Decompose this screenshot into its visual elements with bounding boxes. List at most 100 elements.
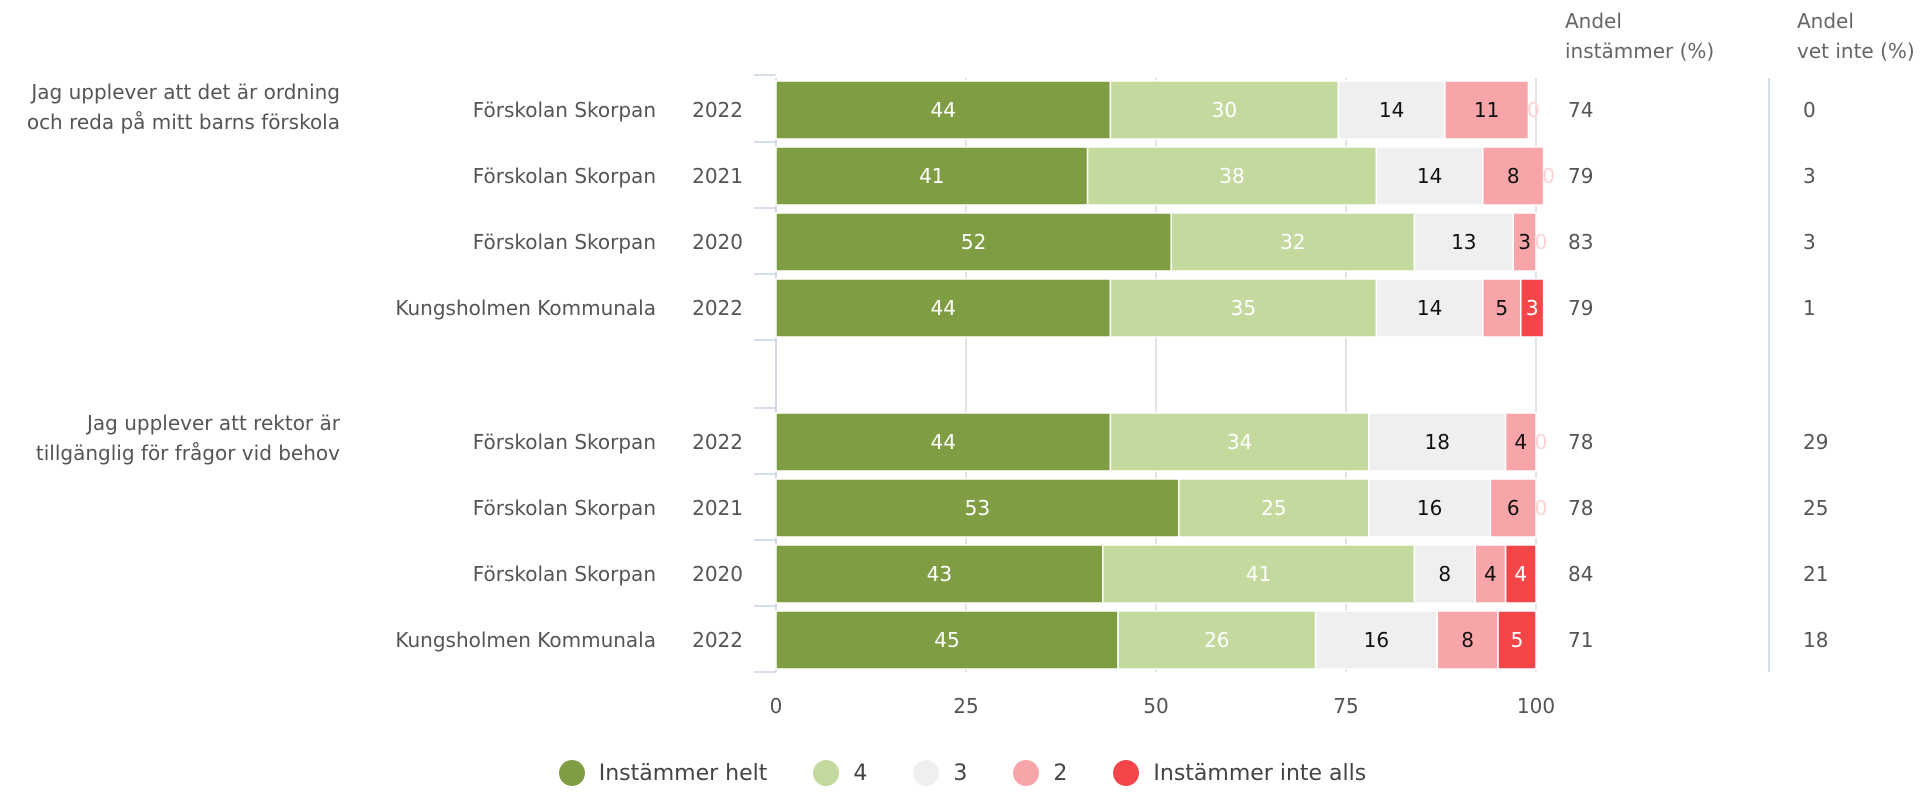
share-dont-know-value: 25	[1803, 496, 1828, 520]
bar-data-label: 4	[1514, 562, 1527, 586]
row-unit-label: Kungsholmen Kommunala	[395, 296, 656, 320]
row-unit-label: Förskolan Skorpan	[473, 562, 656, 586]
bar-segment	[1314, 610, 1438, 670]
bar-segment	[775, 80, 1112, 140]
bar-data-label: 16	[1417, 496, 1442, 520]
bar-segment	[1086, 146, 1378, 206]
legend-item-3[interactable]: 2	[1013, 760, 1067, 786]
bar-data-label: 26	[1204, 628, 1229, 652]
bar-data-label: 43	[927, 562, 952, 586]
x-tick-label: 0	[770, 694, 783, 718]
bar-segment	[1497, 610, 1537, 670]
bar-data-label: 32	[1280, 230, 1305, 254]
share-dont-know-value: 0	[1803, 98, 1816, 122]
bar-data-label: 4	[1484, 562, 1497, 586]
bar-data-label: 18	[1424, 430, 1449, 454]
bar-segment	[775, 478, 1180, 538]
bar-segment	[1102, 544, 1416, 604]
row-year-label: 2022	[692, 430, 743, 454]
row-year-label: 2020	[692, 230, 743, 254]
bar-data-label: 41	[1246, 562, 1271, 586]
bar-data-label: 13	[1451, 230, 1476, 254]
legend-item-0[interactable]: Instämmer helt	[558, 760, 768, 786]
share-agree-value: 74	[1568, 98, 1593, 122]
legend-label-4: Instämmer inte alls	[1153, 760, 1367, 786]
bar-data-label: 0	[1527, 98, 1540, 122]
bar-segment	[775, 146, 1089, 206]
row-unit-label: Förskolan Skorpan	[473, 430, 656, 454]
legend-swatch-1	[813, 760, 840, 786]
row-unit-label: Förskolan Skorpan	[473, 230, 656, 254]
question-label-2: Jag upplever att rektor är tillgänglig f…	[35, 411, 340, 465]
bar-data-label: 44	[930, 296, 955, 320]
row-year-label: 2020	[692, 562, 743, 586]
bar-segment	[1413, 212, 1514, 272]
row-year-label: 2022	[692, 628, 743, 652]
legend-label-0: Instämmer helt	[598, 760, 768, 786]
bar-data-label: 30	[1212, 98, 1237, 122]
legend-item-1[interactable]: 4	[813, 760, 867, 786]
bar-data-label: 25	[1261, 496, 1286, 520]
bar-data-label: 14	[1379, 98, 1404, 122]
legend-item-4[interactable]: Instämmer inte alls	[1113, 760, 1366, 786]
bar-data-label: 11	[1474, 98, 1499, 122]
bar-segment	[1337, 80, 1446, 140]
share-dont-know-value: 29	[1803, 430, 1828, 454]
bar-data-label: 34	[1227, 430, 1252, 454]
bar-data-label: 4	[1514, 430, 1527, 454]
legend-item-2[interactable]: 3	[913, 760, 967, 786]
bar-data-label: 14	[1417, 296, 1442, 320]
share-agree-value: 83	[1568, 230, 1593, 254]
x-tick-label: 25	[953, 694, 978, 718]
bar-segment	[1489, 478, 1537, 538]
bar-data-label: 44	[930, 98, 955, 122]
bar-segment	[775, 412, 1112, 472]
bar-data-label: 16	[1364, 628, 1389, 652]
row-unit-label: Förskolan Skorpan	[473, 98, 656, 122]
share-agree-value: 79	[1568, 296, 1593, 320]
share-agree-value: 79	[1568, 164, 1593, 188]
legend-label-2: 3	[953, 760, 968, 786]
bar-segment	[1504, 412, 1537, 472]
bar-data-label: 8	[1438, 562, 1451, 586]
legend-swatch-2	[913, 760, 940, 786]
bar-data-label: 14	[1417, 164, 1442, 188]
legend-swatch-0	[558, 760, 585, 786]
bar-segment	[1368, 412, 1507, 472]
bar-data-label: 0	[1542, 164, 1555, 188]
row-year-label: 2021	[692, 164, 743, 188]
row-unit-label: Kungsholmen Kommunala	[395, 628, 656, 652]
legend: Instämmer helt 4 3 2 Instämmer inte alls	[0, 760, 1925, 786]
row-year-label: 2022	[692, 98, 743, 122]
row-year-label: 2022	[692, 296, 743, 320]
column-header-share-dont-know: Andel vet inte (%)	[1797, 9, 1915, 63]
bar-segment	[1444, 80, 1530, 140]
bar-data-label: 35	[1231, 296, 1256, 320]
share-dont-know-value: 3	[1803, 164, 1816, 188]
column-header-share-agree: Andel instämmer (%)	[1565, 9, 1715, 63]
bar-segment	[1109, 412, 1370, 472]
bar-segment	[775, 544, 1104, 604]
bar-segment	[1170, 212, 1416, 272]
legend-label-1: 4	[853, 760, 868, 786]
bar-segment	[1504, 544, 1537, 604]
bar-segment	[775, 610, 1119, 670]
bar-data-label: 6	[1507, 496, 1520, 520]
x-tick-label: 100	[1517, 694, 1555, 718]
bar-data-label: 52	[961, 230, 986, 254]
bar-segment	[775, 278, 1112, 338]
bar-data-label: 0	[1535, 230, 1548, 254]
bar-data-label: 45	[934, 628, 959, 652]
row-unit-label: Förskolan Skorpan	[473, 164, 656, 188]
bar-data-label: 41	[919, 164, 944, 188]
bar-data-label: 44	[930, 430, 955, 454]
bar-segment	[1436, 610, 1499, 670]
bar-data-label: 53	[965, 496, 990, 520]
legend-swatch-4	[1113, 760, 1140, 786]
bar-data-label: 3	[1518, 230, 1531, 254]
bar-segment	[1474, 544, 1507, 604]
share-dont-know-value: 3	[1803, 230, 1816, 254]
bar-data-label: 0	[1535, 496, 1548, 520]
x-tick-label: 50	[1143, 694, 1168, 718]
bar-segment	[1520, 278, 1545, 338]
